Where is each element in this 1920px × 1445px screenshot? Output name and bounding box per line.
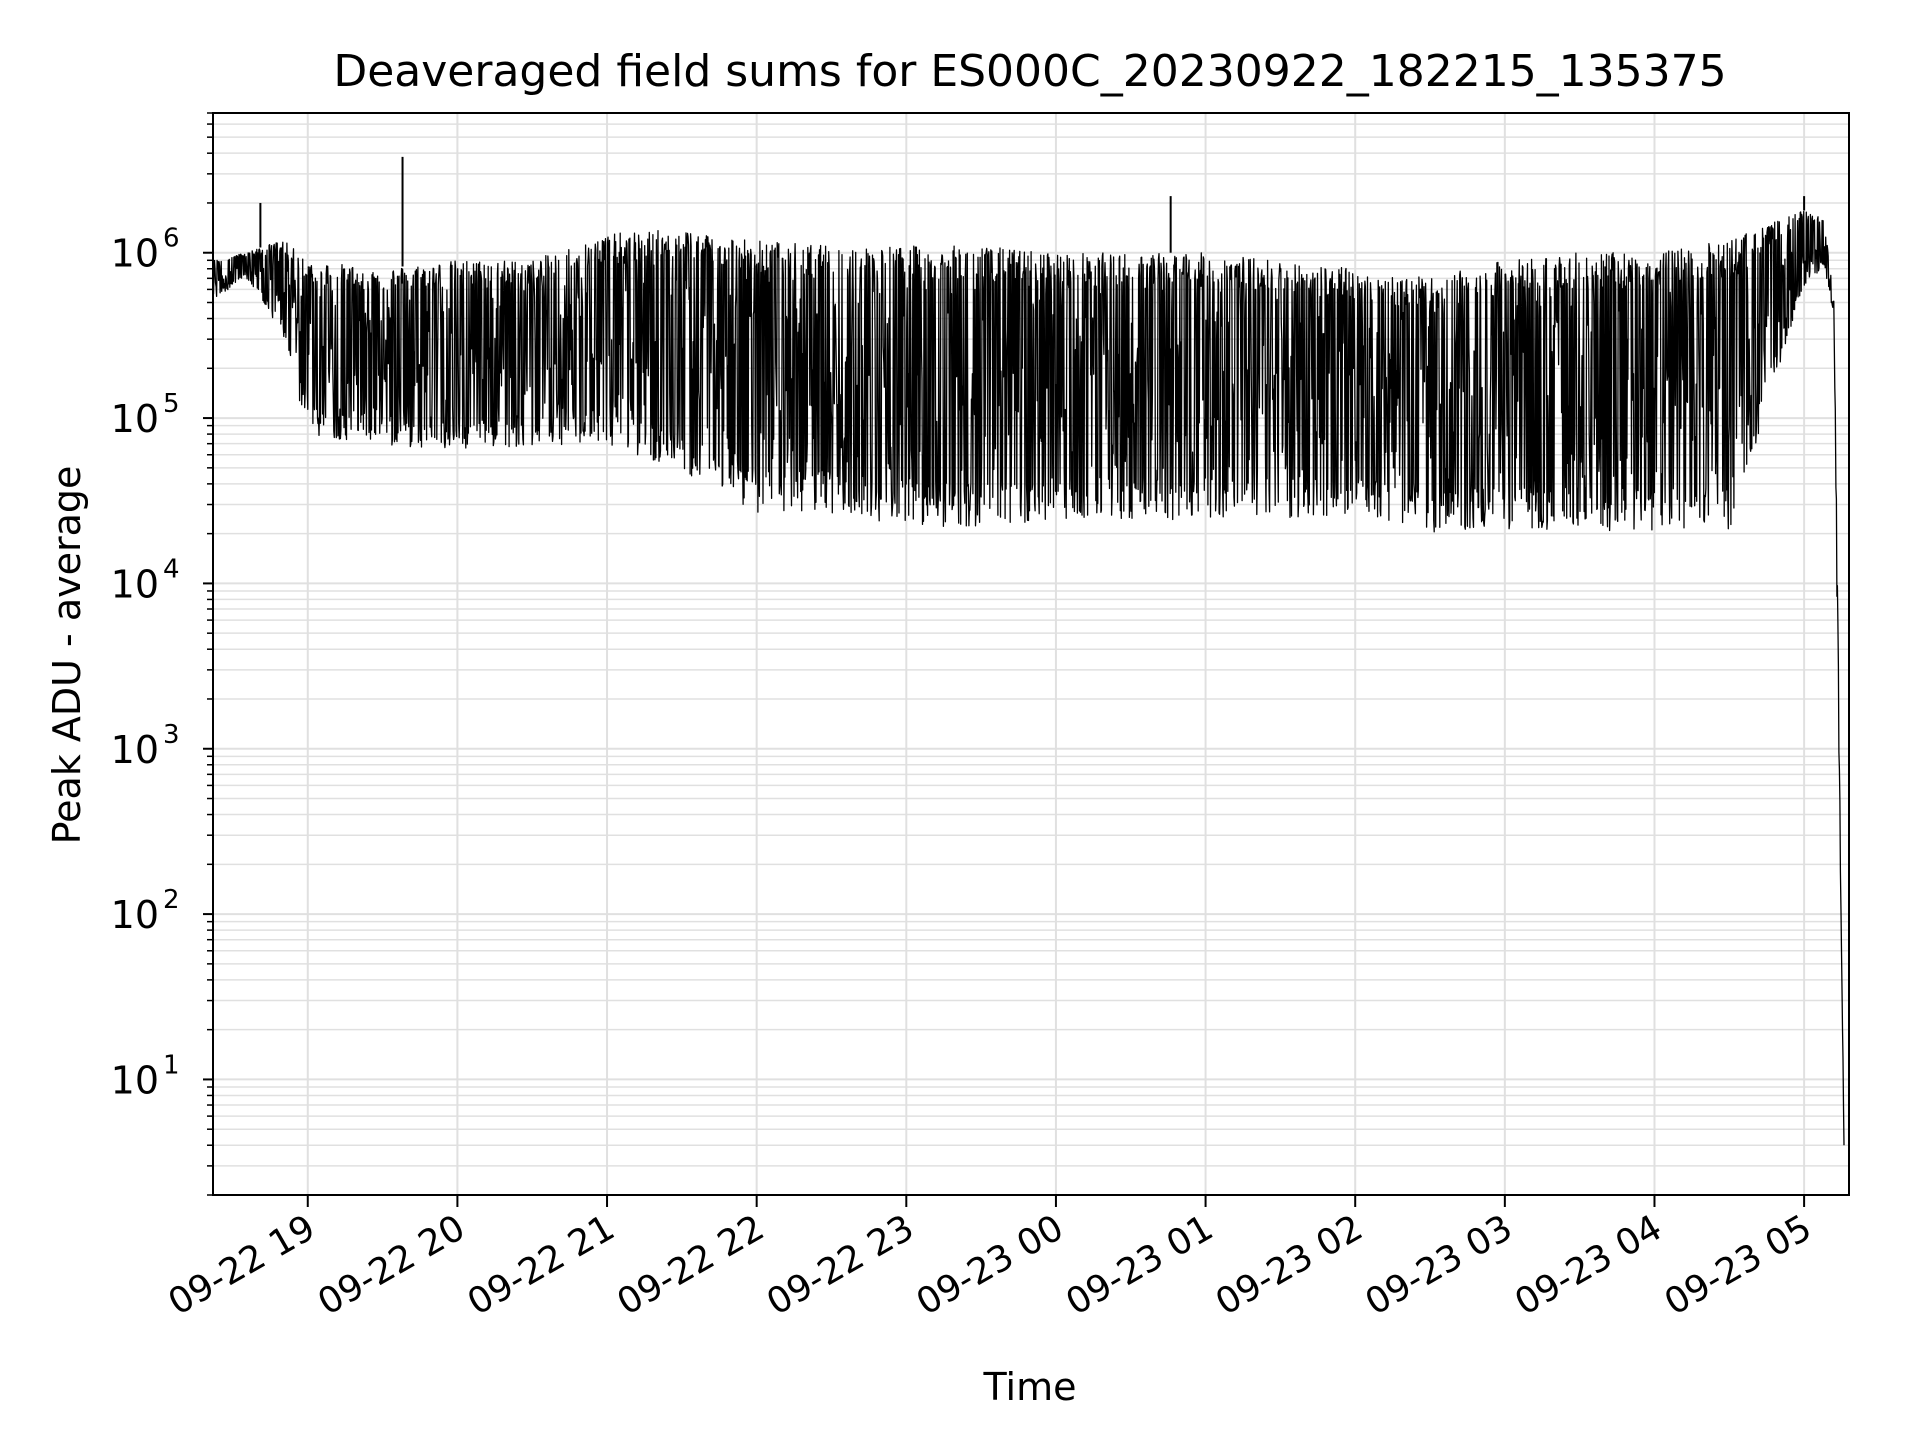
- y-axis-label: Peak ADU - average: [45, 466, 89, 845]
- plot-frame: [212, 112, 1850, 1196]
- y-tick-exponent: 6: [163, 224, 180, 254]
- series-line: [212, 210, 1845, 1146]
- y-tick-label: 10: [111, 397, 159, 441]
- x-axis-label: Time: [983, 1365, 1077, 1409]
- data-layer: [212, 156, 1845, 1146]
- y-tick-exponent: 1: [163, 1050, 180, 1080]
- y-tick-label: 10: [111, 1058, 159, 1102]
- y-tick-exponent: 2: [163, 885, 180, 915]
- y-tick-label: 10: [111, 232, 159, 276]
- y-tick-label: 10: [111, 728, 159, 772]
- y-tick-label: 10: [111, 562, 159, 606]
- chart-title: Deaveraged field sums for ES000C_2023092…: [333, 46, 1726, 97]
- y-tick-label: 10: [111, 893, 159, 937]
- y-tick-exponent: 4: [163, 554, 180, 584]
- y-tick-exponent: 5: [163, 389, 180, 419]
- y-tick-exponent: 3: [163, 720, 180, 750]
